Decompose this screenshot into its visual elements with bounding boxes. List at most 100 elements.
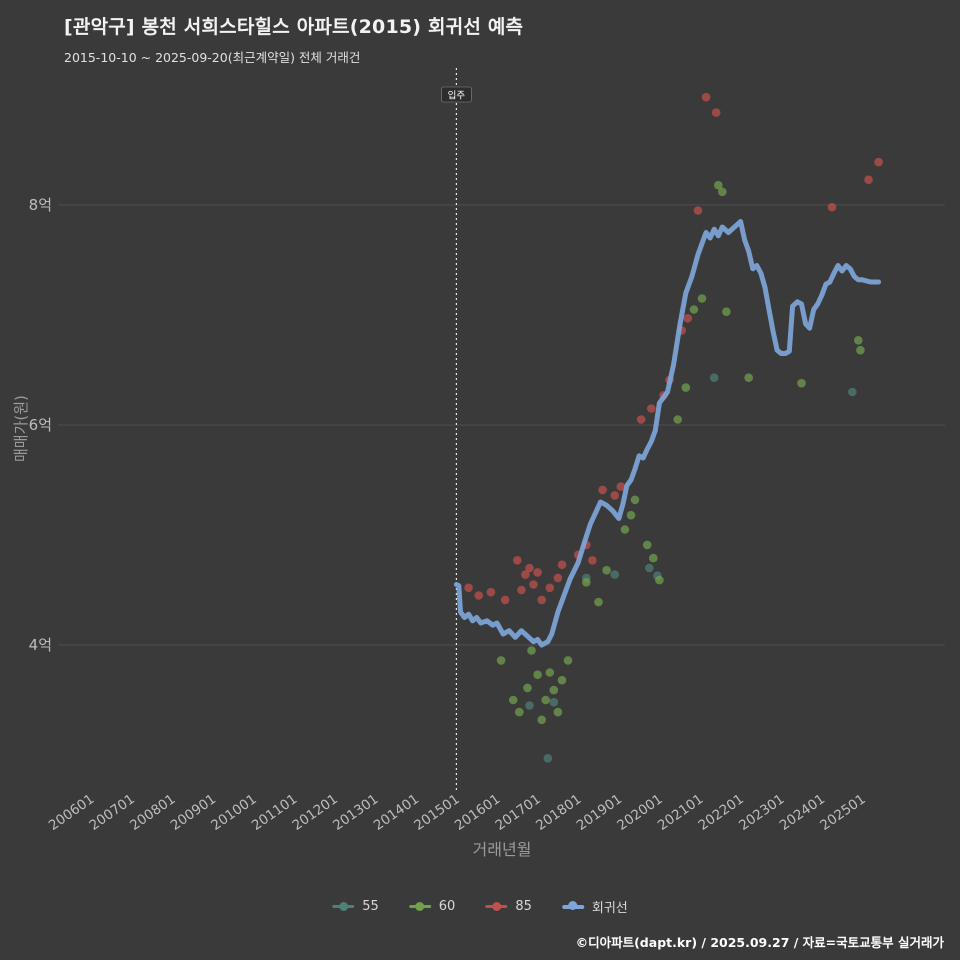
- legend-marker-regression-icon: [561, 901, 584, 911]
- data-point-85: [533, 568, 542, 577]
- data-point-55: [549, 697, 559, 707]
- x-tick-label: 200801: [127, 791, 178, 834]
- footer-credit: ©디아파트(dapt.kr) / 2025.09.27 / 자료=국토교통부 실…: [575, 935, 944, 950]
- data-point-60: [602, 565, 611, 575]
- data-point-60: [626, 510, 636, 520]
- x-tick-label: 202201: [695, 791, 746, 834]
- x-axis-title: 거래년월: [472, 840, 532, 859]
- data-point-85: [636, 415, 646, 424]
- data-point-60: [856, 345, 865, 355]
- data-point-60: [697, 294, 707, 303]
- move-in-annotation-label: 입주: [448, 90, 466, 102]
- data-point-85: [588, 556, 597, 565]
- x-tick-label: 201901: [574, 791, 625, 834]
- x-tick-label: 201001: [208, 791, 259, 834]
- data-point-85: [500, 595, 510, 605]
- legend-label-regression: 회귀선: [591, 901, 628, 916]
- x-tick-label: 202001: [614, 791, 665, 834]
- data-point-85: [683, 314, 693, 323]
- data-point-85: [517, 585, 526, 595]
- data-point-85: [513, 556, 522, 565]
- legend-item-regression[interactable]: 회귀선: [561, 897, 628, 916]
- data-point-60: [523, 683, 532, 693]
- data-point-85: [557, 560, 567, 569]
- data-point-85: [525, 563, 534, 573]
- x-tick-label: 201801: [533, 791, 584, 834]
- data-point-85: [693, 206, 703, 215]
- data-point-85: [827, 202, 837, 212]
- y-tick-label: 6억: [29, 416, 52, 434]
- data-point-85: [464, 583, 473, 593]
- data-point-60: [527, 646, 536, 655]
- data-point-60: [797, 378, 806, 388]
- data-point-60: [533, 670, 542, 679]
- x-tick-label: 200701: [86, 791, 137, 834]
- data-point-60: [557, 675, 567, 685]
- x-tick-label: 201101: [249, 791, 300, 834]
- legend-marker-55-icon: [332, 902, 355, 911]
- data-point-85: [537, 595, 546, 605]
- data-point-85: [616, 482, 626, 491]
- regression-line: [453, 219, 882, 648]
- data-point-60: [496, 656, 506, 665]
- data-point-85: [610, 491, 619, 500]
- x-tick-label: 202301: [736, 791, 787, 834]
- data-point-55: [645, 563, 654, 573]
- data-point-60: [563, 656, 573, 665]
- data-point-55: [610, 570, 619, 579]
- data-point-60: [549, 685, 559, 695]
- data-point-55: [525, 701, 534, 710]
- data-point-60: [515, 707, 524, 717]
- x-tick-label: 201701: [492, 791, 543, 834]
- x-tick-label: 201501: [411, 791, 462, 834]
- data-point-60: [508, 695, 518, 705]
- page-title: [관악구] 봉천 서희스타힐스 아파트(2015) 회귀선 예측: [64, 16, 524, 38]
- data-point-60: [537, 715, 546, 725]
- x-tick-label: 202101: [655, 791, 706, 834]
- legend-marker-60-icon: [408, 902, 431, 911]
- data-point-85: [647, 404, 656, 413]
- data-point-85: [545, 583, 555, 593]
- legend-item-60[interactable]: 60: [408, 899, 455, 914]
- data-point-60: [649, 553, 658, 563]
- x-tick-label: 201601: [452, 791, 503, 834]
- legend-item-85[interactable]: 85: [485, 899, 532, 914]
- data-point-60: [681, 383, 691, 392]
- page-subtitle: 2015-10-10 ~ 2025-09-20(최근계약일) 전체 거래건: [64, 50, 361, 65]
- data-point-60: [655, 575, 664, 585]
- data-point-60: [673, 415, 682, 424]
- legend-marker-85-icon: [485, 902, 508, 911]
- legend-label-55: 55: [362, 899, 379, 914]
- data-point-85: [598, 485, 607, 495]
- x-tick-label: 200901: [168, 791, 219, 834]
- data-point-60: [553, 707, 563, 717]
- data-point-85: [521, 570, 530, 579]
- data-point-85: [874, 157, 883, 167]
- data-point-85: [553, 573, 563, 583]
- data-point-85: [864, 175, 873, 184]
- data-point-60: [541, 695, 550, 705]
- chart-legend: 55 60 85 회귀선: [332, 897, 628, 916]
- data-point-60: [620, 525, 630, 534]
- x-tick-label: 201201: [289, 791, 340, 834]
- data-point-60: [714, 180, 723, 190]
- data-point-60: [582, 578, 591, 587]
- data-point-60: [594, 597, 603, 607]
- x-tick-label: 201401: [371, 791, 422, 834]
- data-point-85: [486, 587, 496, 597]
- data-point-55: [709, 373, 719, 383]
- data-point-55: [848, 387, 857, 397]
- y-tick-label: 4억: [29, 636, 52, 654]
- data-point-55: [543, 754, 553, 763]
- data-point-60: [642, 540, 652, 550]
- move-in-annotation-box: [441, 86, 472, 103]
- chart-header: [관악구] 봉천 서희스타힐스 아파트(2015) 회귀선 예측 2015-10…: [64, 12, 523, 66]
- y-tick-label: 8억: [29, 196, 52, 214]
- legend-item-55[interactable]: 55: [332, 899, 379, 914]
- data-point-85: [529, 580, 538, 589]
- data-point-60: [722, 307, 731, 317]
- legend-label-85: 85: [515, 899, 532, 914]
- x-tick-label: 200601: [46, 791, 97, 834]
- data-point-60: [744, 373, 753, 383]
